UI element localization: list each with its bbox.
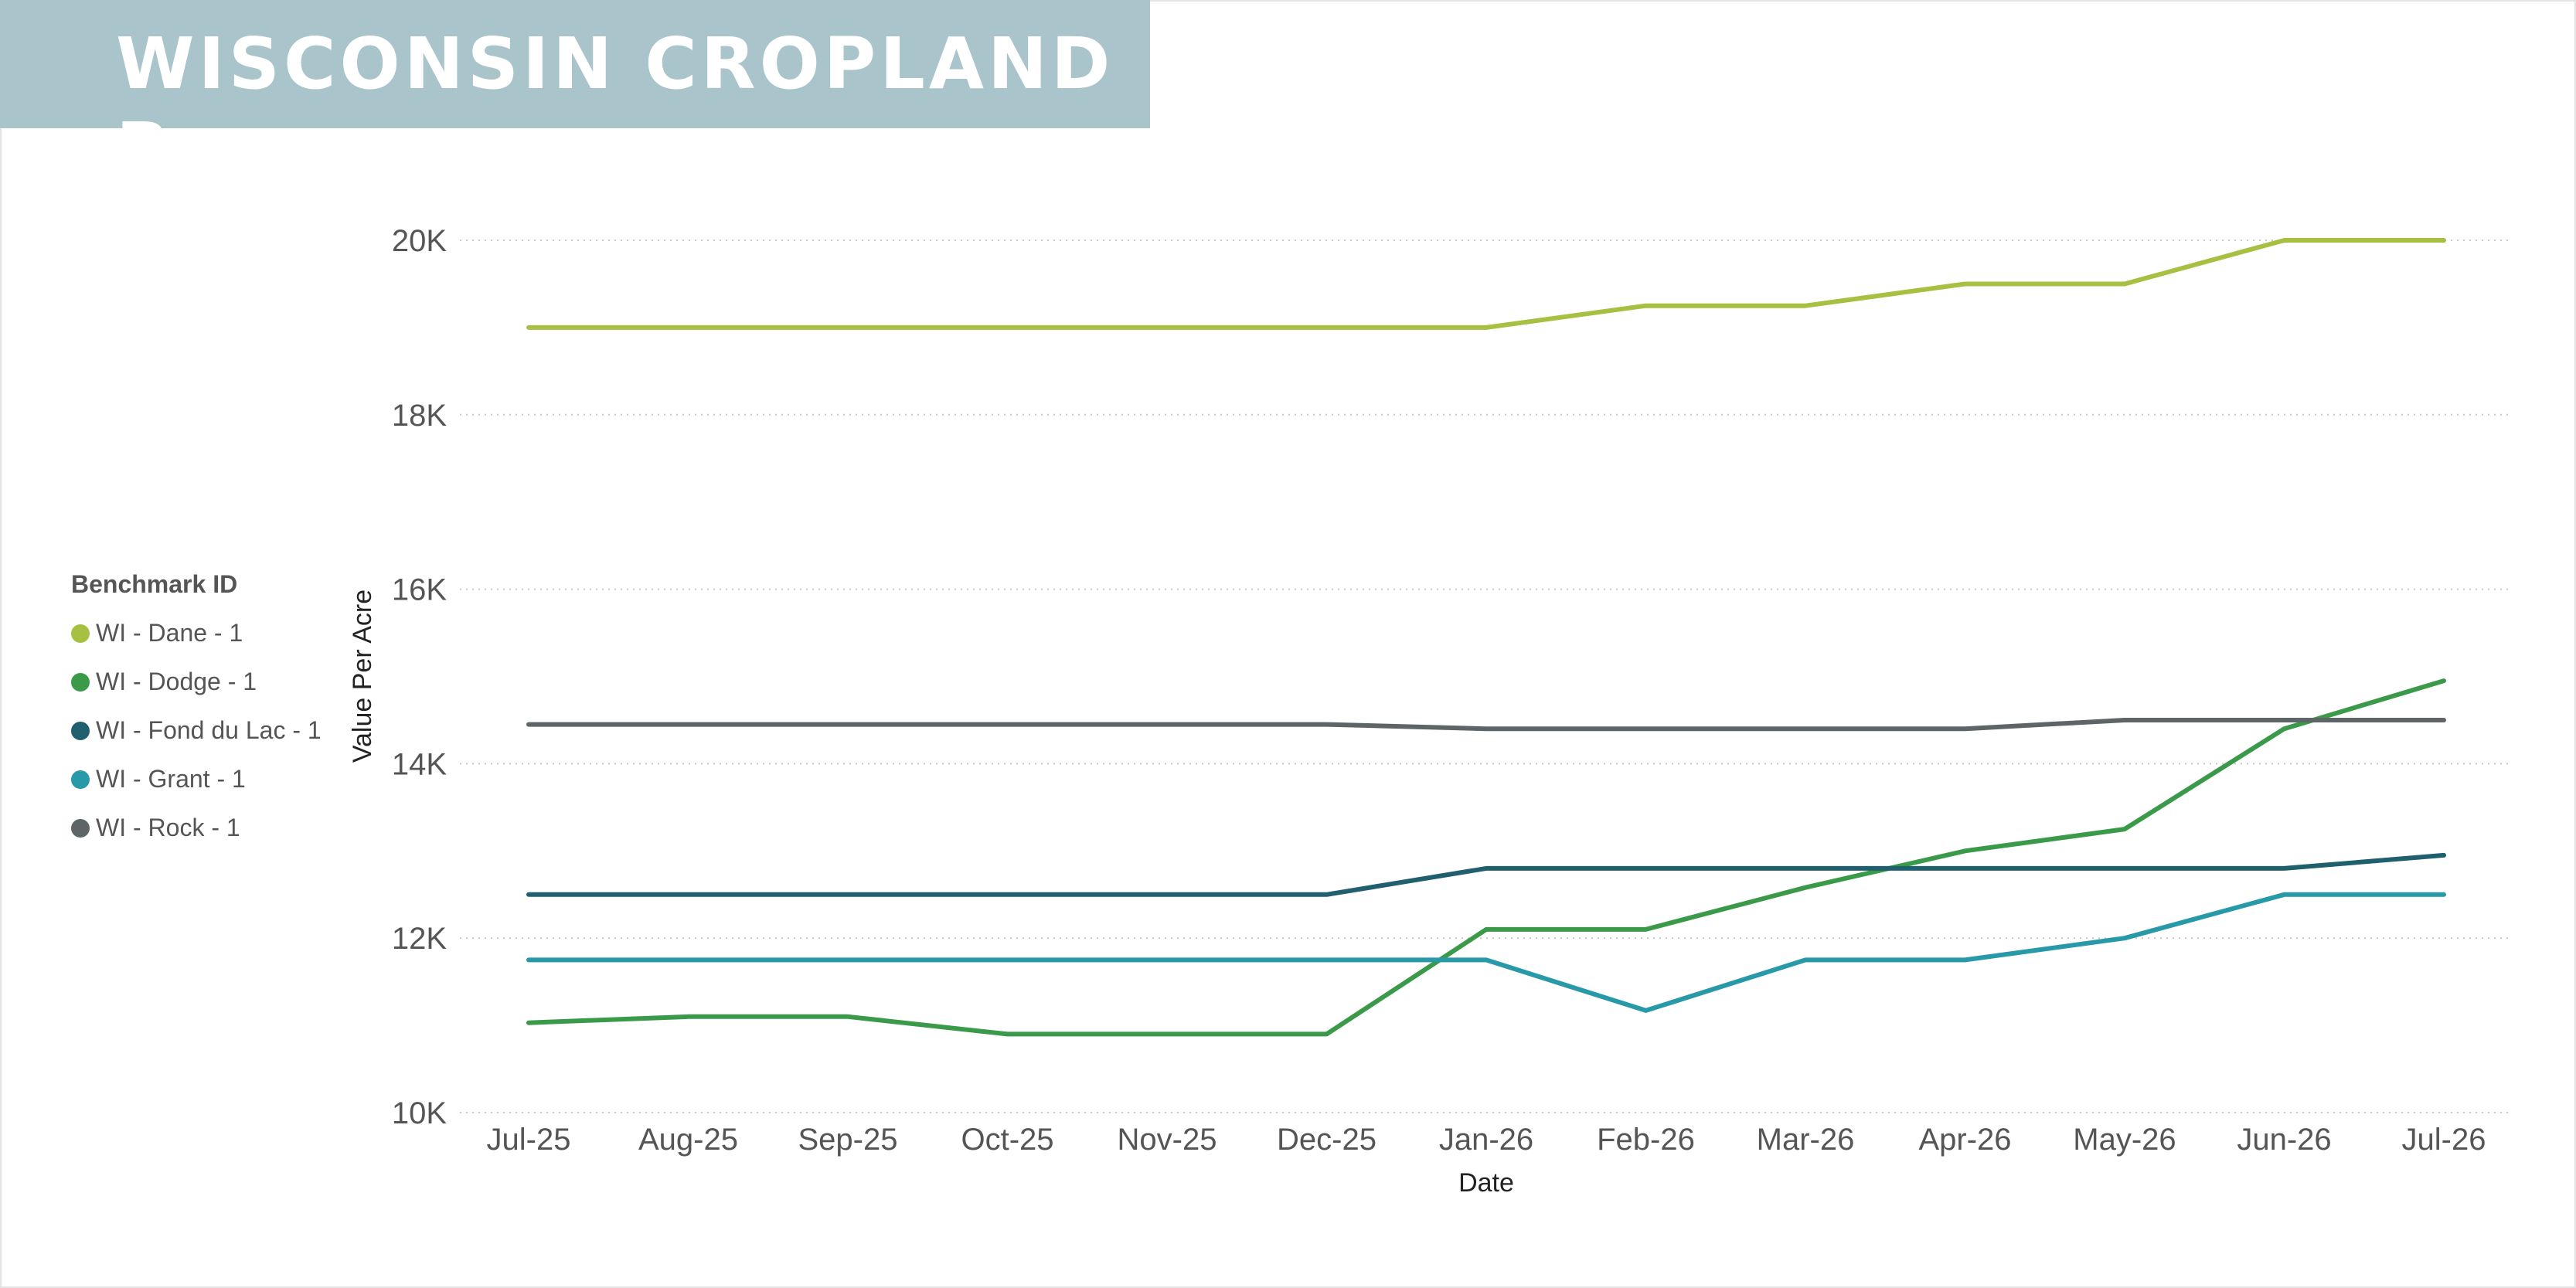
legend-label-dane: WI - Dane - 1 — [96, 619, 243, 647]
legend-label-rock: WI - Rock - 1 — [96, 814, 240, 841]
y-tick-label: 14K — [392, 747, 447, 781]
y-tick-label: 20K — [392, 224, 447, 258]
legend-marker-rock — [71, 818, 90, 838]
legend-marker-grant — [71, 770, 90, 789]
series-lines — [526, 238, 2446, 1037]
x-tick-label: Dec-25 — [1277, 1123, 1376, 1157]
legend-item-grant[interactable]: WI - Grant - 1 — [71, 755, 322, 804]
y-tick-label: 16K — [392, 573, 447, 607]
series-line-wi-dane-1[interactable] — [526, 238, 2446, 330]
x-tick-label: Mar-26 — [1757, 1123, 1855, 1157]
x-tick-label: Jan-26 — [1439, 1123, 1533, 1157]
series-line-wi-grant-1[interactable] — [526, 892, 2446, 1013]
legend-marker-fond-du-lac — [71, 721, 90, 740]
legend-item-rock[interactable]: WI - Rock - 1 — [71, 804, 322, 852]
legend-marker-dodge — [71, 672, 90, 692]
page-title: WISCONSIN CROPLAND B — [116, 22, 1114, 190]
legend-marker-dane — [71, 624, 90, 643]
legend-title: Benchmark ID — [71, 570, 238, 598]
series-line-wi-rock-1[interactable] — [526, 718, 2446, 732]
legend-label-dodge: WI - Dodge - 1 — [96, 668, 257, 695]
legend: Benchmark ID WI - Dane - 1 WI - Dodge - … — [71, 567, 322, 852]
y-axis-ticks: 10K 12K 14K 16K 18K 20K — [392, 224, 447, 1130]
legend-label-grant: WI - Grant - 1 — [96, 765, 246, 793]
series-line-wi-dodge-1[interactable] — [526, 678, 2446, 1037]
x-tick-label: Feb-26 — [1597, 1123, 1695, 1157]
y-tick-label: 18K — [392, 399, 447, 433]
x-tick-label: Apr-26 — [1918, 1123, 2011, 1157]
legend-label-fond-du-lac: WI - Fond du Lac - 1 — [96, 716, 322, 744]
x-tick-label: Oct-25 — [961, 1123, 1053, 1157]
x-tick-label: Jul-26 — [2402, 1123, 2486, 1157]
x-tick-label: Nov-25 — [1118, 1123, 1217, 1157]
x-axis-ticks: Jul-25 Aug-25 Sep-25 Oct-25 Nov-25 Dec-25 Jan-… — [487, 1123, 2486, 1157]
x-tick-label: Jun-26 — [2237, 1123, 2331, 1157]
x-tick-label: Sep-25 — [798, 1123, 898, 1157]
x-axis-title: Date — [1458, 1168, 1514, 1198]
series-line-wi-fond-du-lac-1[interactable] — [526, 852, 2446, 897]
legend-item-dodge[interactable]: WI - Dodge - 1 — [71, 658, 322, 706]
legend-item-fond-du-lac[interactable]: WI - Fond du Lac - 1 — [71, 706, 322, 755]
x-tick-label: Aug-25 — [638, 1123, 738, 1157]
legend-item-dane[interactable]: WI - Dane - 1 — [71, 609, 322, 658]
x-tick-label: Jul-25 — [487, 1123, 571, 1157]
x-tick-label: May-26 — [2073, 1123, 2176, 1157]
y-tick-label: 12K — [392, 922, 447, 956]
gridlines — [460, 240, 2512, 1113]
title-banner: WISCONSIN CROPLAND B — [0, 0, 1150, 190]
y-axis-title: Value Per Acre — [348, 590, 377, 763]
y-tick-label: 10K — [392, 1096, 447, 1130]
